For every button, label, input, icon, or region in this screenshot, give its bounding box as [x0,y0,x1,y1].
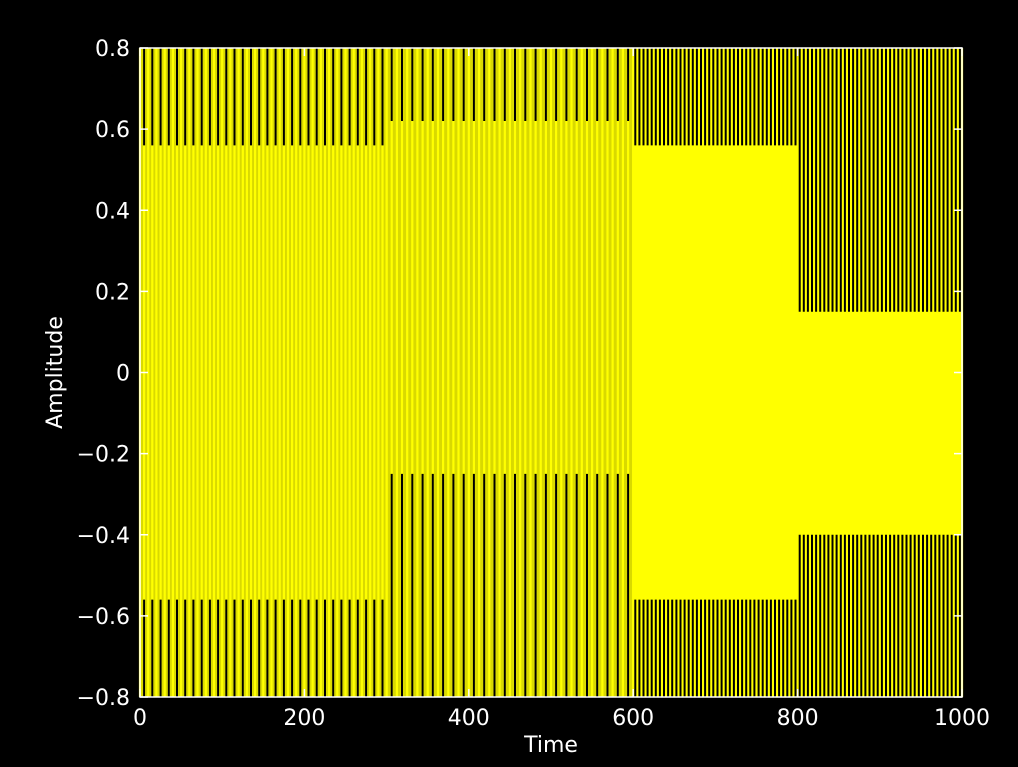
signal-gap-segment-1 [390,48,630,697]
y-axis-title: Amplitude [43,316,68,429]
x-tick-label: 1000 [934,706,990,731]
x-tick-label: 600 [612,706,654,731]
y-tick-label: −0.4 [77,524,130,549]
signal-gap-segment-0 [143,48,384,697]
tick-layer: 0 200 400 600 800 1000 −0.8 −0.6 −0.4 −0.2 0 0.2 0.4… [77,37,990,731]
y-tick-label: −0.6 [77,605,130,630]
x-tick-label: 800 [777,706,819,731]
y-tick-label: −0.8 [77,686,130,711]
data-layer [138,48,964,697]
signal-gap-segment-3 [798,48,961,697]
y-tick-label: 0.2 [95,280,130,305]
signal-gap-segment-2 [634,48,797,697]
x-tick-label: 400 [448,706,490,731]
signal-line-segment-3 [796,48,964,697]
y-tick-label: −0.2 [77,443,130,468]
y-tick-label: 0.8 [95,37,130,62]
y-tick-label: 0.6 [95,118,130,143]
x-axis-title: Time [523,733,578,758]
x-tick-label: 0 [133,706,147,731]
signal-line-segment-2 [632,48,799,697]
y-tick-label: 0 [116,362,130,387]
x-tick-label: 200 [283,706,325,731]
y-tick-label: 0.4 [95,199,130,224]
